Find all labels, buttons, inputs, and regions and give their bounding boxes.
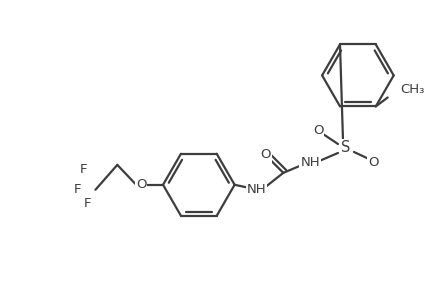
Text: S: S [341,140,350,156]
Text: F: F [74,183,81,196]
Text: CH₃: CH₃ [401,83,425,96]
Text: O: O [313,124,323,137]
Text: O: O [369,156,379,169]
Text: F: F [84,197,91,210]
Text: O: O [136,178,147,191]
Text: O: O [260,149,271,161]
Text: NH: NH [301,156,320,169]
Text: F: F [80,163,87,176]
Text: NH: NH [247,183,266,196]
